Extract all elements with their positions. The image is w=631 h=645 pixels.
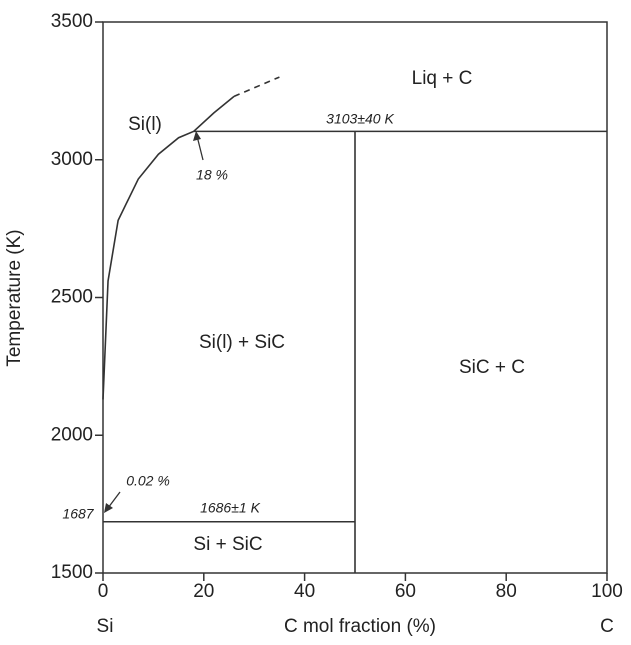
x-axis-label: C mol fraction (%) xyxy=(284,616,436,637)
annotation: Si(l) xyxy=(128,114,162,135)
x-tick-label: 100 xyxy=(591,581,623,602)
annotation: Liq + C xyxy=(412,68,473,89)
arrow xyxy=(196,135,204,161)
arrow-head xyxy=(104,503,113,513)
y-tick-label: 3000 xyxy=(51,149,93,170)
x-tick-label: 40 xyxy=(294,581,315,602)
x-tick-label: 80 xyxy=(496,581,517,602)
arrow-head xyxy=(193,131,201,141)
annotation: 18 % xyxy=(196,167,228,183)
phase-boundary xyxy=(102,95,235,400)
annotation: 1686±1 K xyxy=(200,500,261,516)
phase-boundary xyxy=(233,76,280,98)
annotation: 0.02 % xyxy=(126,473,170,489)
x-tick-label: 0 xyxy=(98,581,109,602)
annotation: Si + SiC xyxy=(193,534,262,555)
arrow xyxy=(107,491,121,509)
y-axis-label: Temperature (K) xyxy=(4,229,25,366)
y-tick-label: 2500 xyxy=(51,287,93,308)
y-tick-label: 1500 xyxy=(51,562,93,583)
x-tick-label: 20 xyxy=(193,581,214,602)
y-tick-label: 2000 xyxy=(51,424,93,445)
annotation: Si(l) + SiC xyxy=(199,332,285,353)
annotation: 3103±40 K xyxy=(326,111,394,127)
x-end-label: Si xyxy=(97,616,114,637)
y-tick-label: 3500 xyxy=(51,11,93,32)
x-end-label: C xyxy=(600,616,614,637)
annotation: 1687 xyxy=(62,506,94,522)
annotation: SiC + C xyxy=(459,357,525,378)
x-tick-label: 60 xyxy=(395,581,416,602)
